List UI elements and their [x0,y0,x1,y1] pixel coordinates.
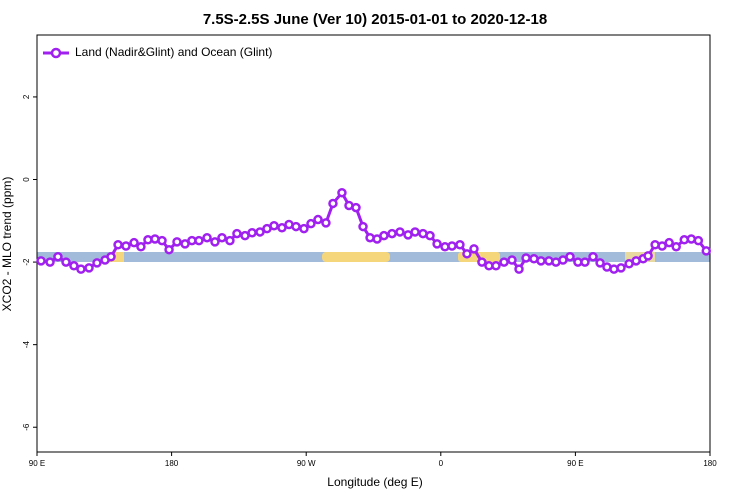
point [337,187,347,198]
point [447,241,457,251]
plot-frame [36,34,711,453]
point [291,221,301,232]
point [507,255,517,265]
point [595,258,605,268]
point [232,228,242,239]
point [306,218,316,229]
point [194,235,204,246]
point [469,244,479,254]
point [432,239,442,249]
point [558,255,568,265]
y-axis-label: XCO2 - MLO trend (ppm) [0,177,14,312]
point [164,244,174,255]
point [521,253,531,263]
point [395,227,405,237]
point [455,239,465,250]
x-tick-label: 90 E [29,459,45,468]
point [379,230,389,241]
point [328,198,338,209]
point [588,251,598,262]
y-tick-label: -6 [22,423,31,431]
point [136,242,146,252]
point [36,256,46,266]
chart-title: 7.5S-2.5S June (Ver 10) 2015-01-01 to 20… [203,11,547,28]
point [351,202,361,213]
y-tick-label: 0 [22,177,31,182]
point [425,230,435,241]
x-tick-label: 90 E [567,459,583,468]
point [92,258,102,268]
point [462,249,472,259]
point [299,223,309,234]
land-ocean-band [37,252,710,262]
point [157,235,167,246]
point [69,261,79,271]
point [113,239,123,250]
y-tick-label: -2 [22,258,31,266]
point [76,264,86,274]
point [321,218,331,228]
point [129,237,139,248]
x-tick-label: 90 W [297,459,316,468]
point [693,235,704,246]
point [106,251,116,262]
point [121,241,131,251]
point [269,220,279,231]
point [643,251,653,261]
point [313,214,323,225]
land-band [110,252,124,262]
y-tick-label: 2 [22,94,31,99]
point [580,257,590,267]
point [202,232,212,243]
point [499,257,509,267]
x-tick-label: 0 [439,459,444,468]
point [225,235,235,246]
x-tick-label: 180 [165,459,179,468]
point [616,263,626,273]
point [410,227,420,237]
point [565,251,575,262]
x-tick-label: 180 [703,459,717,468]
point [514,264,524,274]
point [536,256,546,266]
legend-label: Land (Nadir&Glint) and Ocean (Glint) [75,45,272,59]
y-tick-label: -4 [22,341,31,349]
point [701,246,712,256]
point [217,232,227,243]
point [172,237,182,247]
point [84,263,94,273]
point [53,251,63,262]
point [664,237,674,248]
point [477,257,487,267]
point [657,241,667,251]
point [210,237,220,247]
point [358,221,368,232]
point [45,257,55,267]
land-band [322,252,390,262]
point [491,261,501,271]
point [671,242,681,252]
x-axis-label: Longitude (deg E) [327,475,422,489]
point [387,228,397,239]
legend-marker [50,47,62,59]
point [277,223,287,233]
point [61,257,71,267]
point [247,228,257,238]
point [255,227,265,237]
